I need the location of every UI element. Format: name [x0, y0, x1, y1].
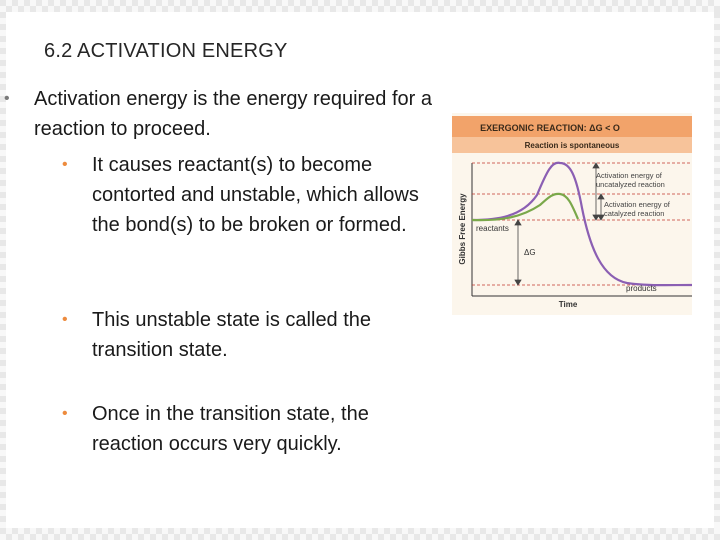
- bullet-sub-2-text: This unstable state is called the transi…: [92, 309, 372, 361]
- uncatalyzed-curve: [471, 161, 692, 287]
- x-axis-label: Time: [559, 300, 578, 309]
- bullet-dot-icon: •: [62, 405, 68, 422]
- catalyzed-curve: [471, 192, 580, 222]
- bullet-sub-1: • It causes reactant(s) to become contor…: [62, 150, 437, 240]
- left-checker-border: [0, 12, 6, 528]
- catalyzed-label-line-1: Activation energy of: [604, 200, 671, 209]
- bullet-sub-3-text: Once in the transition state, the reacti…: [92, 403, 369, 455]
- y-axis-label: Gibbs Free Energy: [458, 193, 467, 265]
- bullet-sub-1-text: It causes reactant(s) to become contorte…: [92, 154, 419, 236]
- products-label: products: [626, 284, 657, 293]
- diagram-subheader-bar: [452, 137, 692, 153]
- uncatalyzed-label-line-2: uncatalyzed reaction: [596, 180, 665, 189]
- activation-energy-arrows: [592, 162, 605, 221]
- activation-energy-diagram: EXERGONIC REACTION: ΔG < O Reaction is s…: [452, 113, 692, 315]
- bottom-checker-border: [0, 528, 720, 540]
- top-checker-border: [0, 0, 720, 12]
- diagram-header-bar: [452, 116, 692, 137]
- diagram-header: EXERGONIC REACTION: ΔG < O: [480, 123, 620, 133]
- reactants-label: reactants: [476, 224, 509, 233]
- delta-g-label: ΔG: [524, 248, 536, 257]
- bullet-dot-icon: •: [62, 156, 68, 173]
- slide-title: 6.2 ACTIVATION ENERGY: [44, 40, 288, 62]
- catalyzed-label-line-2: catalyzed reaction: [604, 209, 664, 218]
- bullet-dot-icon: •: [62, 311, 68, 328]
- guide-lines: [472, 162, 692, 286]
- right-checker-border: [714, 12, 720, 528]
- uncatalyzed-label-line-1: Activation energy of: [596, 171, 663, 180]
- bullet-dot-icon: •: [4, 90, 10, 107]
- diagram-subheader: Reaction is spontaneous: [525, 141, 620, 150]
- delta-g-arrow: [514, 219, 522, 286]
- bullet-main-text: Activation energy is the energy required…: [34, 88, 432, 140]
- bullet-main: • Activation energy is the energy requir…: [4, 84, 434, 144]
- bullet-sub-2: • This unstable state is called the tran…: [62, 305, 437, 365]
- bullet-sub-3: • Once in the transition state, the reac…: [62, 399, 437, 459]
